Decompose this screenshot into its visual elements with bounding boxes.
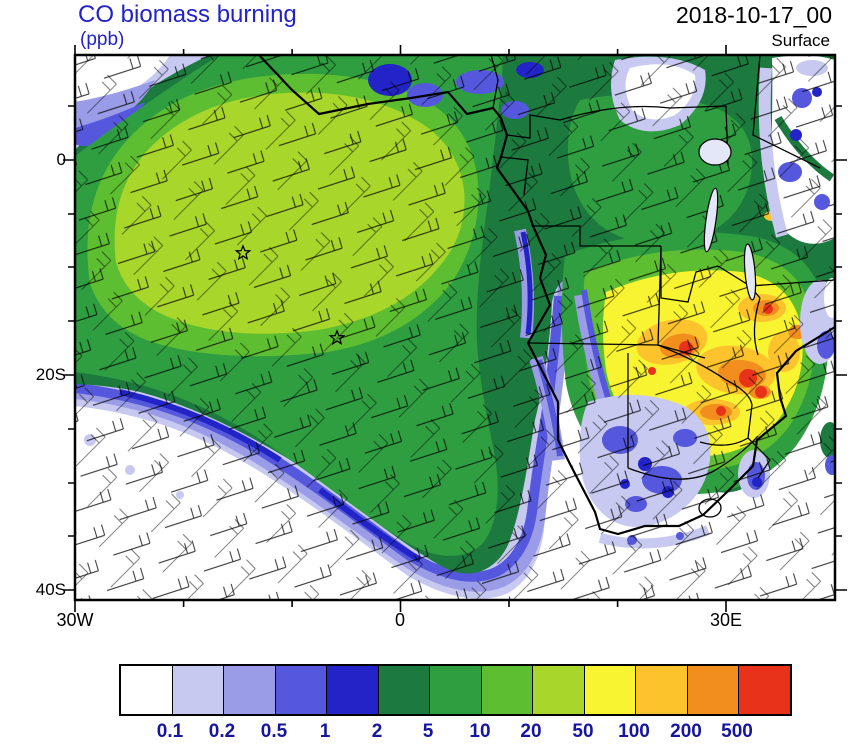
axis-ticks [63,45,847,612]
colorbar-label: 1 [319,721,331,742]
lat-label-40s: 40S [35,580,66,599]
colorbar-label: 0.2 [208,721,236,742]
colorbar [119,664,792,716]
colorbar-label: 2 [371,721,383,742]
colorbar-box [430,666,482,714]
colorbar-box [636,666,688,714]
lon-label-30w: 30W [56,610,94,630]
colorbar-box [121,666,173,714]
level-label: Surface [771,31,830,50]
colorbar-box [172,666,225,714]
colorbar-label: 10 [469,721,491,742]
colorbar-label: 20 [520,721,542,742]
station-star-marker-1 [234,244,252,261]
colorbar-label: 50 [572,721,594,742]
colorbar-label: 5 [422,721,434,742]
colorbar-labels: 0.1 0.2 0.5 1 2 5 10 20 50 100 200 500 [119,721,792,747]
wind-barbs-overlay [75,55,835,600]
map-plot [63,45,847,612]
valid-time-label: 2018-10-17_00 [675,2,832,28]
colorbar-label: 200 [670,721,702,742]
colorbar-label: 100 [618,721,650,742]
units-label: (ppb) [80,29,125,50]
colorbar-box [687,666,740,714]
lon-label-30e: 30E [709,610,743,630]
page-title: CO biomass burning [78,1,297,28]
lat-label-20s: 20S [35,365,66,384]
station-star-marker-2 [328,329,346,346]
colorbar-box [739,666,790,714]
map-frame [73,53,837,602]
lat-label-0: 0 [56,150,66,169]
colorbar-box [275,666,328,714]
contour-field [75,55,835,600]
colorbar-box [481,666,534,714]
lakes [698,138,757,301]
lon-label-0: 0 [394,610,405,630]
colorbar-label: 0.5 [260,721,288,742]
colorbar-box [584,666,637,714]
colorbar-box [224,666,276,714]
colorbar-label: 0.1 [156,721,184,742]
colorbar-label: 500 [721,721,753,742]
colorbar-box [378,666,431,714]
colorbar-box [327,666,379,714]
colorbar-box [533,666,585,714]
